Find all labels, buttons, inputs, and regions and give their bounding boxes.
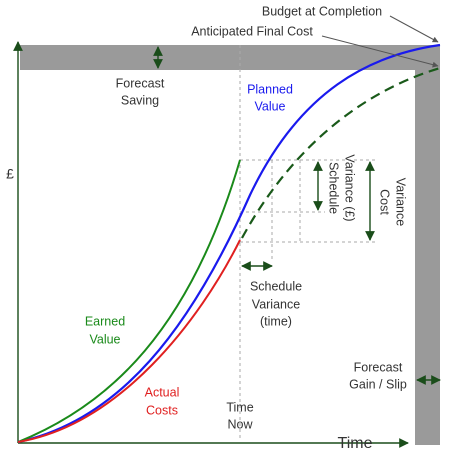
label: Costs [146, 403, 178, 417]
planned-value-curve [17, 43, 441, 444]
label: Actual [145, 385, 180, 399]
label: Cost [378, 189, 392, 215]
label: Forecast [354, 360, 403, 374]
pointer [321, 35, 439, 68]
label: Now [227, 417, 253, 431]
actual-costs-curve [17, 239, 241, 443]
label: (time) [260, 314, 292, 328]
variance-guides [240, 159, 378, 262]
label: Variance (£) [343, 154, 357, 221]
label: Saving [121, 93, 159, 107]
label: Planned [247, 82, 293, 96]
forecast-curve [241, 66, 441, 239]
label: Earned [85, 314, 125, 328]
label: Forecast [116, 76, 165, 90]
x-axis-label: Time [338, 435, 373, 452]
label: Value [254, 99, 285, 113]
gain-band [415, 45, 440, 445]
label: Variance [252, 297, 300, 311]
label: Gain / Slip [349, 377, 407, 391]
label: Schedule [327, 162, 341, 214]
label: Time [226, 400, 253, 414]
label: Variance [394, 178, 408, 226]
pointer [389, 15, 439, 43]
label: Anticipated Final Cost [191, 24, 313, 38]
y-axis-label: £ [6, 166, 14, 182]
label: Schedule [250, 279, 302, 293]
label: Budget at Completion [262, 4, 382, 18]
forecast-band [20, 45, 440, 70]
earned-value-curve [17, 159, 241, 443]
label: Value [89, 332, 120, 346]
